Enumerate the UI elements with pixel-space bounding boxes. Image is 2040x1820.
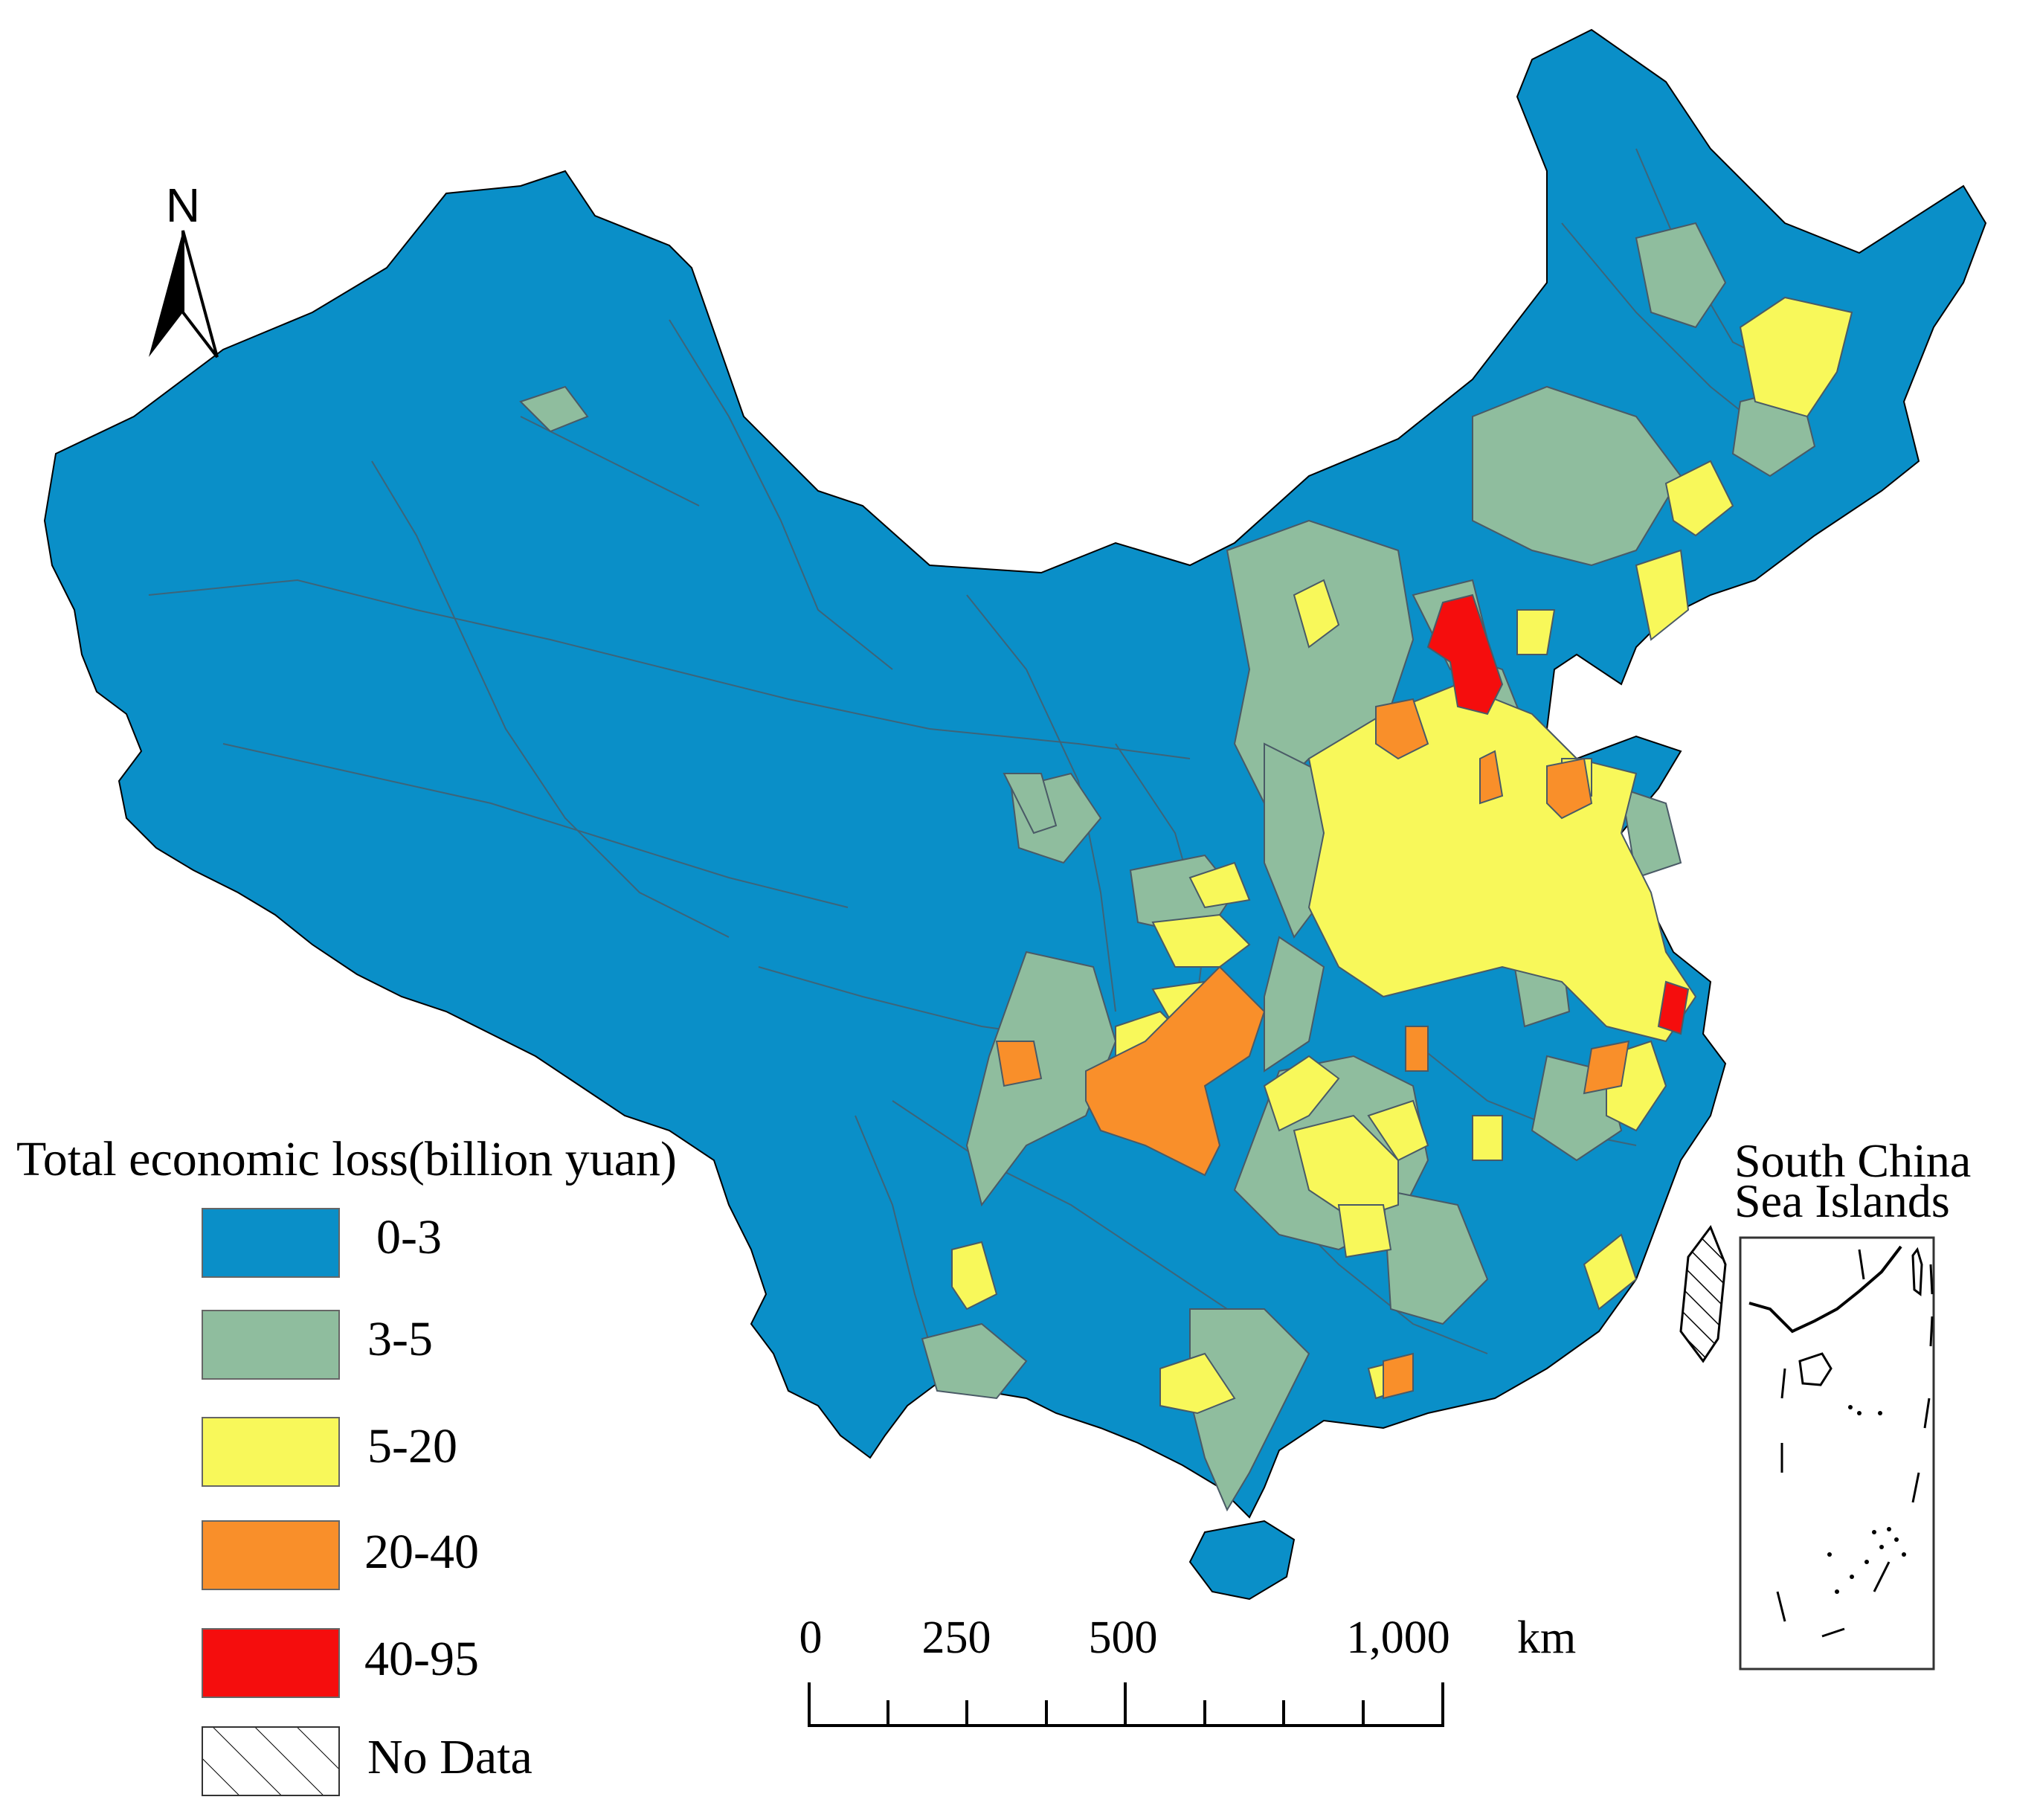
- china-map: [43, 28, 1987, 1601]
- scale-tick-label-250: 250: [922, 1612, 991, 1663]
- legend-label-0-3: 0-3: [376, 1210, 442, 1264]
- scale-bar: 0 250 500 1,000 km: [799, 1612, 1576, 1727]
- inset-coastline: [1748, 1245, 1902, 1334]
- north-arrow: N: [149, 179, 219, 358]
- taiwan-no-data: [1679, 1224, 1727, 1363]
- inset-taiwan-outline: [1911, 1247, 1923, 1296]
- north-arrow-left-half: [149, 231, 183, 357]
- legend-label-20-40: 20-40: [364, 1525, 479, 1579]
- legend-swatch-20-40: [202, 1520, 340, 1590]
- inset-title-line2: Sea Islands: [1734, 1174, 1950, 1227]
- legend-label-5-20: 5-20: [367, 1419, 457, 1473]
- legend-label-40-95: 40-95: [364, 1632, 479, 1686]
- inset-islands: [1827, 1405, 1906, 1594]
- class-20-40-regions: [995, 698, 1630, 1400]
- inset-hainan: [1798, 1352, 1833, 1386]
- inset-title-line1: South China: [1734, 1134, 1971, 1187]
- legend-swatch-0-3: [202, 1208, 340, 1278]
- north-label: N: [166, 179, 200, 232]
- scale-tick-label-0: 0: [799, 1612, 823, 1663]
- legend-title: Total economic loss(billion yuan): [16, 1132, 677, 1186]
- scale-tick-label-500: 500: [1089, 1612, 1158, 1663]
- inset-frame: [1739, 1236, 1935, 1671]
- scale-tick-label-1000: 1,000: [1346, 1612, 1450, 1663]
- class-40-95-regions: [1426, 594, 1690, 1035]
- legend-swatch-no-data: [202, 1726, 340, 1796]
- legend-label-3-5: 3-5: [367, 1312, 433, 1366]
- legend-swatch-3-5: [202, 1310, 340, 1380]
- inset-dash-line: [1776, 1249, 1934, 1638]
- legend-swatch-5-20: [202, 1417, 340, 1487]
- legend-label-no-data: No Data: [367, 1730, 532, 1784]
- hainan-island: [1188, 1520, 1296, 1601]
- scale-unit-label: km: [1517, 1612, 1576, 1663]
- north-arrow-right-half: [181, 230, 219, 358]
- legend-swatch-40-95: [202, 1628, 340, 1698]
- south-china-sea-inset: South China Sea Islands: [1734, 1134, 1971, 1671]
- legend: Total economic loss(billion yuan) 0-3 3-…: [16, 1132, 677, 1796]
